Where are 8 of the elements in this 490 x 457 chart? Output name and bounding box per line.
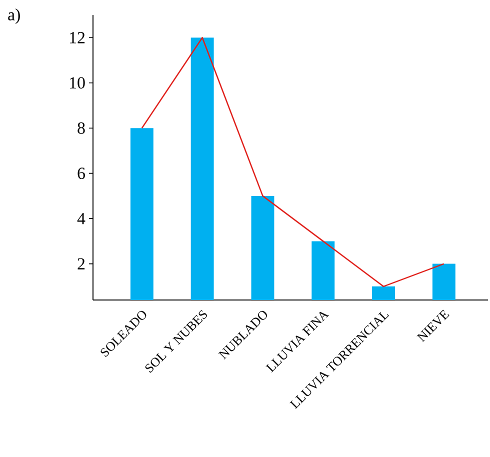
y-tick-label: 10 (70, 77, 85, 89)
y-tick-label: 12 (70, 32, 85, 44)
y-tick-label: 6 (78, 168, 85, 180)
y-tick-label: 2 (78, 258, 85, 270)
text: a) (8, 8, 20, 24)
y-tick-label: 4 (77, 213, 86, 224)
y-tick-label: 8 (78, 122, 85, 134)
line-series (141, 36, 445, 288)
